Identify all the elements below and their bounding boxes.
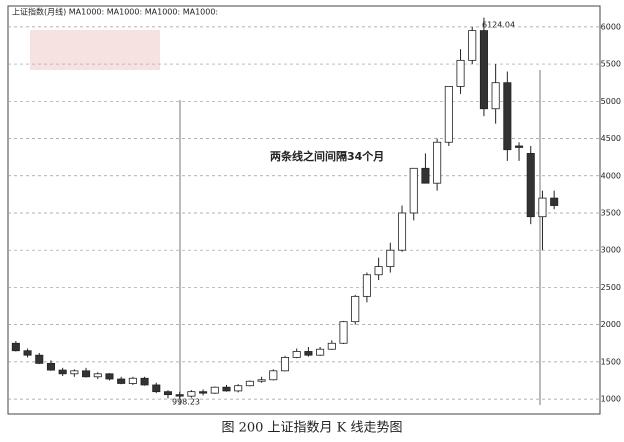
candle-body (538, 197, 547, 218)
y-tick-label: 4500 (601, 134, 621, 143)
candle-body (304, 351, 313, 356)
candle-body (70, 370, 79, 375)
candle-body (58, 369, 67, 375)
candle-body (491, 82, 500, 110)
y-tick-label: 1000 (601, 395, 621, 404)
y-tick-label: 3500 (601, 208, 621, 217)
candle-body (163, 391, 173, 396)
candle-body (444, 86, 453, 143)
candle-body (105, 373, 114, 380)
candle-body (374, 266, 383, 276)
candle-body (175, 394, 184, 397)
peak-label: 6124.04 (482, 21, 515, 30)
candle-body (222, 386, 231, 392)
candle-body (421, 167, 430, 184)
candle-body (82, 370, 91, 378)
candle-body (397, 212, 407, 251)
candle-body (234, 385, 243, 392)
caption: 图 200 上证指数月 K 线走势图 (221, 420, 402, 436)
candle-body (339, 321, 348, 344)
chart-header: 上证指数(月线) MA1000: MA1000: MA1000: MA1000: (12, 7, 218, 17)
candle-body (128, 377, 137, 384)
candle-body (292, 351, 301, 358)
plot-frame (7, 5, 601, 415)
candle-body (316, 348, 325, 356)
candle-body (93, 373, 102, 378)
y-tick-label: 4000 (601, 171, 621, 180)
candle-body (11, 342, 20, 352)
candle-body (479, 30, 488, 110)
candle-body (386, 249, 395, 267)
candle-body (152, 384, 161, 393)
candle-body (117, 378, 126, 384)
candle-body (456, 59, 465, 87)
candle-body (269, 370, 278, 381)
y-tick-label: 5500 (601, 60, 621, 69)
y-tick-label: 5000 (601, 97, 621, 106)
candle-body (210, 386, 219, 394)
y-tick-label: 1500 (601, 357, 621, 366)
candle-body (245, 380, 254, 387)
candle-body (23, 350, 32, 356)
blur-patch (30, 30, 160, 70)
candle-body (327, 342, 336, 350)
candle-body (409, 167, 418, 214)
candle-body (550, 197, 559, 206)
low-label: 998.23 (172, 398, 200, 407)
candle-body (468, 30, 477, 61)
candle-body (351, 295, 360, 323)
y-tick-label: 6000 (601, 22, 621, 31)
candle-body (46, 362, 55, 371)
candle-body (140, 377, 149, 386)
y-tick-label: 2500 (601, 283, 621, 292)
candle-body (433, 141, 442, 184)
candle-body (199, 391, 208, 394)
candle-body (257, 379, 266, 382)
candle-body (526, 153, 535, 218)
candle-body (187, 391, 196, 397)
candle-body (515, 145, 524, 148)
y-tick-label: 3000 (601, 246, 621, 255)
annotation: 两条线之间间隔34个月 (270, 149, 384, 163)
candle-body (362, 274, 371, 297)
candle-body (35, 354, 44, 364)
y-tick-label: 2000 (601, 320, 621, 329)
candle-body (280, 357, 290, 372)
candle-body (503, 82, 512, 151)
